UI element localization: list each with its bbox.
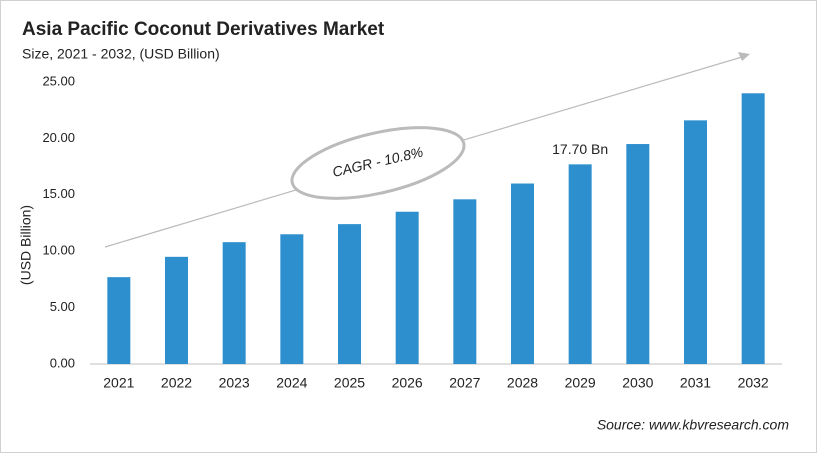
bar [222,242,246,364]
bar [511,183,534,364]
bar [280,234,304,364]
y-tick-label: 20.00 [42,130,75,145]
y-tick-label: 10.00 [42,243,75,258]
x-tick-label: 2030 [622,375,653,391]
bar [626,144,650,364]
y-tick-label: 25.00 [42,73,75,88]
arrow-head [738,52,750,61]
chart-subtitle: Size, 2021 - 2032, (USD Billion) [22,46,220,62]
source: Source: www.kbvresearch.com [597,417,790,433]
bar [395,211,419,364]
bar [338,224,361,364]
y-tick-label: 5.00 [50,299,75,314]
x-tick-label: 2032 [738,375,769,391]
bar [684,120,707,365]
bar [107,277,131,364]
x-tick-label: 2022 [161,375,192,391]
y-axis-label: (USD Billion) [18,205,34,285]
x-tick-label: 2023 [219,375,250,391]
x-tick-label: 2031 [680,375,711,391]
cagr-ellipse [290,126,466,200]
bar [568,164,592,364]
bar [741,93,765,364]
y-tick-label: 15.00 [42,186,75,201]
bar [453,199,477,364]
x-tick-label: 2028 [507,375,538,391]
x-tick-label: 2021 [103,375,134,391]
value-label: 17.70 Bn [552,141,608,157]
chart-title: Asia Pacific Coconut Derivatives Market [22,19,385,40]
x-tick-label: 2029 [565,375,596,391]
y-tick-label: 0.00 [50,355,75,370]
bar [165,256,188,364]
x-tick-label: 2027 [449,375,480,391]
x-tick-label: 2024 [276,375,307,391]
x-tick-label: 2025 [334,375,365,391]
x-tick-label: 2026 [392,375,423,391]
